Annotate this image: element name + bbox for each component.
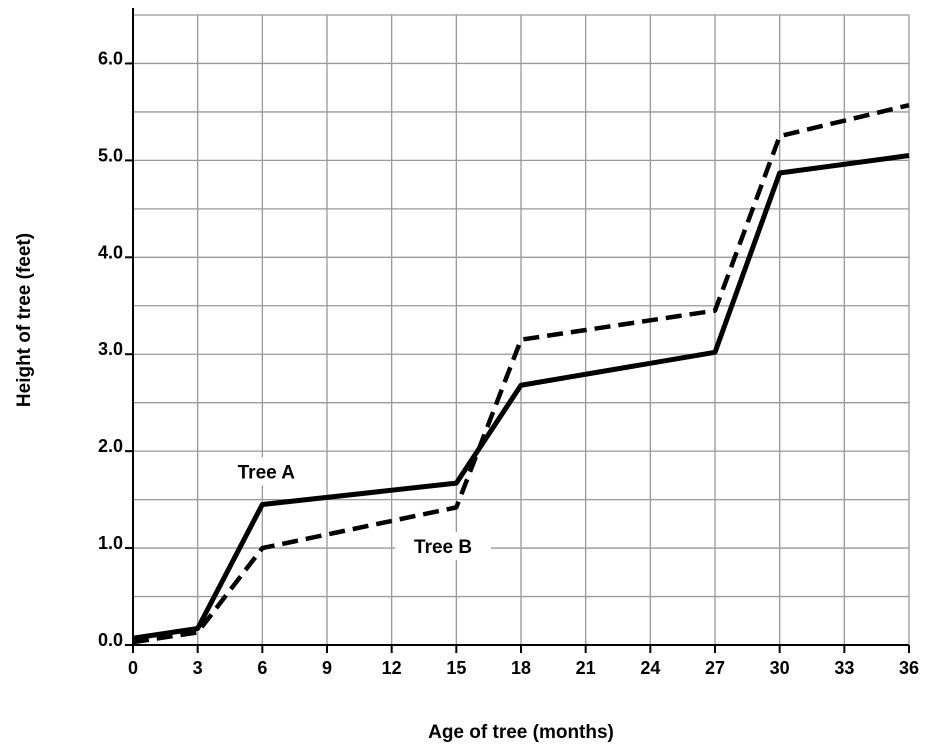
x-axis-ticks: 0 3 6 9 12 15 18 21 24 27 30 33 36 [128,645,919,678]
x-tick-label: 0 [128,658,138,678]
x-tick-label: 15 [446,658,466,678]
grid [133,14,910,645]
y-tick-label: 3.0 [98,339,123,359]
y-axis-ticks: 0.0 1.0 2.0 3.0 4.0 5.0 6.0 [98,48,133,650]
y-tick-label: 4.0 [98,242,123,262]
x-tick-label: 24 [640,658,660,678]
y-tick-label: 1.0 [98,533,123,553]
x-tick-label: 18 [511,658,531,678]
series-line-tree-b [132,102,910,645]
x-axis-title: Age of tree (months) [428,722,614,743]
series-labels: Tree A Tree B [218,457,492,561]
y-tick-label: 2.0 [98,436,123,456]
x-tick-label: 9 [322,658,332,678]
x-tick-label: 30 [770,658,790,678]
x-tick-label: 36 [899,658,919,678]
series-label-background-tree-b [395,532,492,561]
y-tick-label: 6.0 [98,48,123,68]
y-axis-title: Height of tree (feet) [14,233,35,407]
series-line-tree-a [132,153,910,641]
y-tick-label: 5.0 [98,145,123,165]
series-label-tree-a: Tree A [238,462,296,483]
series-label-background-tree-a [218,457,315,486]
axes [125,8,909,651]
x-tick-label: 21 [576,658,596,678]
y-tick-label: 0.0 [98,630,123,650]
x-tick-label: 27 [705,658,725,678]
x-tick-label: 6 [257,658,267,678]
x-tick-label: 3 [193,658,203,678]
series-label-tree-b: Tree B [414,537,472,558]
series-layer [132,102,910,645]
x-tick-label: 12 [382,658,402,678]
x-tick-label: 33 [834,658,854,678]
